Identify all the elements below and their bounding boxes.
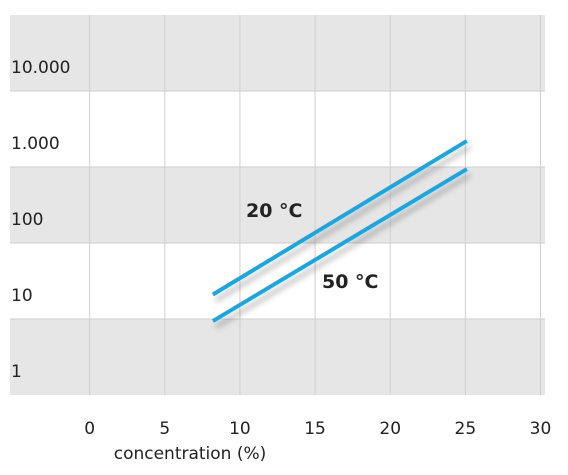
series-label: 20 °C: [246, 200, 303, 222]
x-tick-label: 20: [379, 419, 401, 439]
x-tick-label: 25: [455, 419, 477, 439]
x-tick-label: 10: [229, 419, 251, 439]
x-tick-label: 0: [84, 419, 95, 439]
series-line: [211, 167, 468, 323]
y-tick-label: 100: [11, 210, 43, 230]
x-tick-label: 30: [530, 419, 552, 439]
band: [10, 91, 545, 167]
x-axis-label: concentration (%): [114, 444, 267, 464]
series-label: 50 °C: [322, 271, 379, 293]
y-tick-label: 10: [11, 286, 33, 306]
y-tick-label: 10.000: [11, 58, 70, 78]
band: [10, 15, 545, 91]
x-tick-label: 5: [159, 419, 170, 439]
y-tick-label: 1.000: [11, 134, 60, 154]
band: [10, 319, 545, 395]
x-tick-label: 15: [304, 419, 326, 439]
band: [10, 167, 545, 243]
series-line: [211, 139, 468, 297]
y-tick-label: 1: [11, 362, 22, 382]
